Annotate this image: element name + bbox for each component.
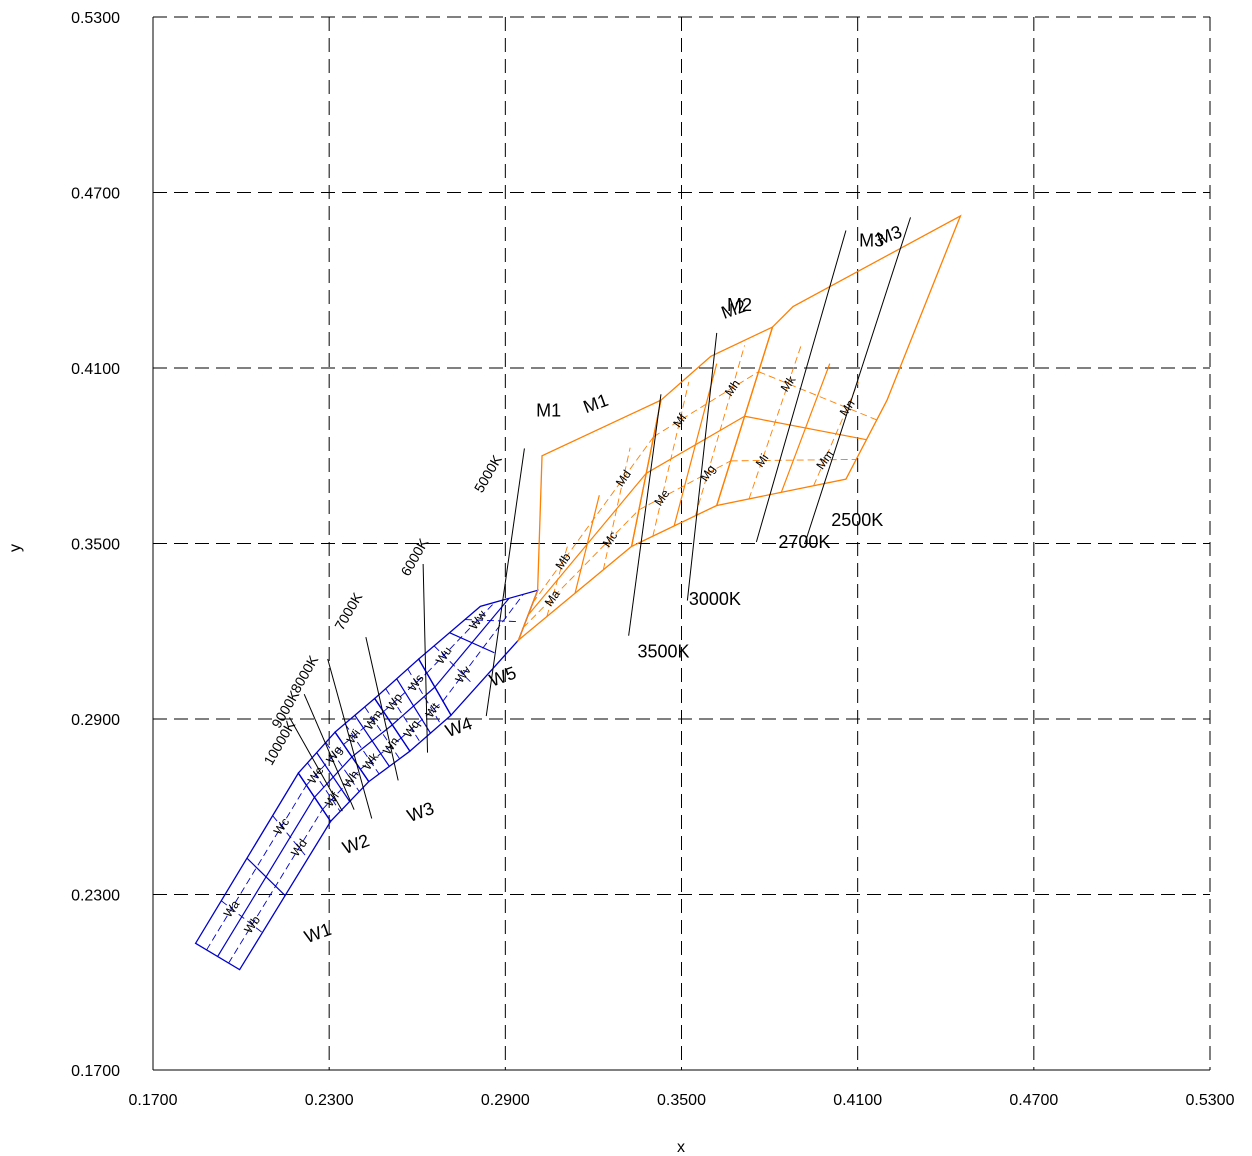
- bin-label: Wq: [401, 717, 423, 740]
- bin-subdivision-line: [464, 619, 516, 622]
- y-tick-label: 0.2300: [71, 888, 120, 905]
- cct-line: [289, 717, 343, 812]
- bin-subdivision-line: [645, 415, 745, 474]
- bin-label: Mm: [813, 448, 836, 472]
- x-tick-label: 0.4700: [1009, 1092, 1058, 1109]
- cct-line: [327, 658, 373, 819]
- y-tick-label: 0.4700: [71, 186, 120, 203]
- y-tick-label: 0.2900: [71, 712, 120, 729]
- cct-label: 2700K: [778, 532, 830, 552]
- cct-line: [804, 217, 911, 544]
- bin-label: Wi: [344, 727, 363, 746]
- bin-subdivision-line: [638, 460, 731, 511]
- bin-subdivision-line: [400, 700, 444, 739]
- x-axis-label: x: [677, 1139, 685, 1156]
- bin-label: Mk: [778, 372, 799, 394]
- cct-line: [303, 693, 355, 810]
- y-tick-label: 0.5300: [71, 10, 120, 27]
- cct-label: 8000K: [287, 652, 321, 696]
- cct-label: 3000K: [689, 589, 741, 609]
- bin-subdivision-line: [532, 436, 654, 603]
- x-tick-label: 0.1700: [129, 1092, 178, 1109]
- bin-subdivision-line: [527, 472, 647, 616]
- y-tick-label: 0.3500: [71, 537, 120, 554]
- y-tick-label: 0.1700: [71, 1063, 120, 1080]
- bin-subdivision-line: [325, 742, 360, 792]
- bin-label: Wv: [452, 663, 473, 685]
- bin-label: Md: [613, 467, 634, 489]
- bin-region-outline: [517, 399, 662, 643]
- bin-subdivision-line: [217, 796, 315, 957]
- bin-subdivision-line: [228, 809, 323, 964]
- bin-label: Wn: [380, 734, 402, 757]
- bin-subdivision-line: [813, 381, 859, 486]
- bin-subdivision-line: [442, 594, 524, 702]
- bin-label: Wm: [362, 707, 386, 733]
- bin-label: Wa: [221, 897, 243, 920]
- x-tick-label: 0.3500: [657, 1092, 706, 1109]
- y-axis-label: y: [7, 544, 24, 552]
- bin-region-outline: [630, 325, 774, 548]
- bin-subdivision-line: [383, 672, 428, 713]
- bin-subdivision-line: [730, 458, 857, 462]
- bin-region-outline: [715, 214, 962, 507]
- bin-subdivision-line: [434, 597, 510, 688]
- cct-label: 5000K: [471, 452, 505, 496]
- cct-line: [485, 448, 525, 717]
- cct-label: 6000K: [397, 535, 431, 579]
- cct-label: 3500K: [637, 642, 689, 662]
- bin-subdivision-line: [744, 415, 867, 441]
- bin-subdivision-line: [307, 762, 341, 812]
- cct-label: M3: [859, 231, 884, 251]
- region-label: W3: [404, 798, 436, 826]
- grid: [152, 16, 1211, 1071]
- bin-subdivision-line: [206, 784, 307, 951]
- tick-labels: 0.1700 0.2300 0.2900 0.3500 0.4100 0.4700 0.53…: [71, 10, 1235, 1109]
- cct-label: 7000K: [331, 589, 365, 633]
- x-tick-label: 0.4100: [833, 1092, 882, 1109]
- bin-label: Wk: [360, 750, 382, 773]
- bin-label: Wt: [423, 700, 443, 721]
- cct-line: [422, 563, 429, 753]
- cct-line: [755, 230, 847, 543]
- bin-label: Me: [651, 487, 672, 509]
- bin-label: Mi: [753, 451, 772, 469]
- bin-subdivision-line: [391, 686, 436, 726]
- x-tick-label: 0.2300: [305, 1092, 354, 1109]
- bin-label: Mn: [837, 397, 858, 419]
- bin-subdivision-line: [695, 345, 746, 516]
- bin-label: Wd: [288, 836, 310, 859]
- bin-subdivision-line: [314, 756, 353, 798]
- bin-label: Mb: [553, 550, 574, 572]
- bin-subdivision-line: [344, 723, 380, 775]
- x-tick-label: 0.5300: [1186, 1092, 1235, 1109]
- bin-label: Ws: [405, 672, 426, 694]
- region-label: W2: [340, 830, 372, 858]
- x-tick-label: 0.2900: [481, 1092, 530, 1109]
- bin-subdivision-line: [360, 737, 402, 770]
- cct-line: [686, 332, 718, 601]
- cct-line: [365, 636, 399, 781]
- bin-subdivision-line: [351, 724, 393, 758]
- bin-regions: WaWbWcWdW1WeWfWgWhW2WiWkWmWnW3WpWqWsWtW4…: [194, 214, 962, 971]
- bin-subdivision-line: [602, 447, 631, 570]
- bin-subdivision-line: [272, 815, 309, 859]
- bin-subdivision-line: [322, 768, 361, 810]
- region-label: W4: [443, 713, 475, 741]
- cct-label: M2: [727, 295, 752, 315]
- cct-lines: 10000K9000K8000K7000K6000K5000K3500K3000…: [260, 217, 911, 819]
- bin-label: Wb: [241, 913, 263, 936]
- bin-subdivision-line: [653, 371, 759, 438]
- cct-line: [628, 394, 662, 636]
- bin-label: Wp: [383, 690, 405, 713]
- cct-label: M1: [536, 400, 561, 420]
- bin-label: Mh: [722, 377, 743, 399]
- bin-label: Wc: [271, 815, 292, 837]
- y-tick-label: 0.4100: [71, 361, 120, 378]
- bin-label: Mf: [670, 410, 689, 429]
- region-label: M1: [581, 390, 611, 417]
- cct-label: 2500K: [831, 510, 883, 530]
